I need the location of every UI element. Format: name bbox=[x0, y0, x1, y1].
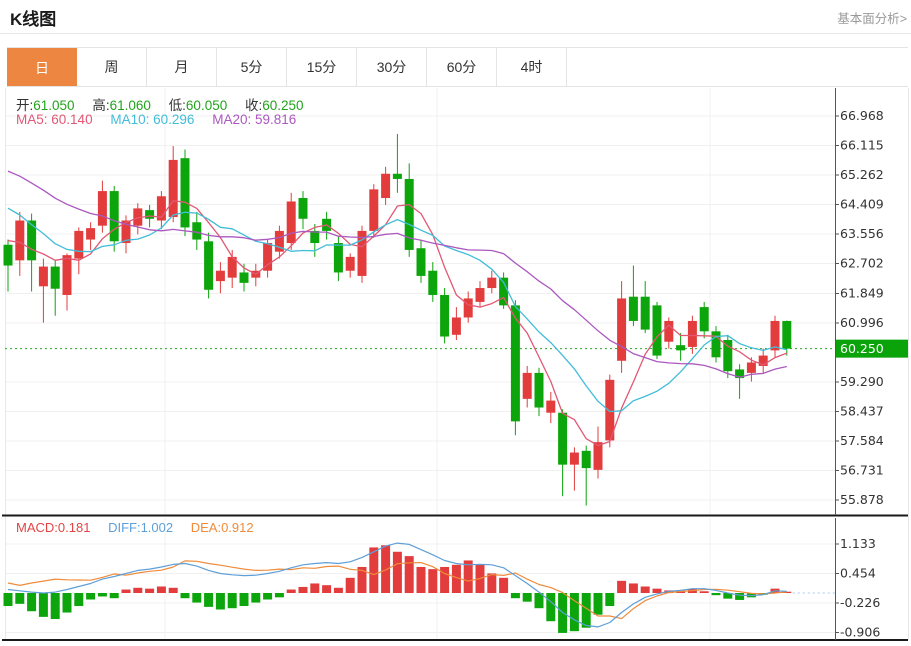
tab-month[interactable]: 月 bbox=[147, 48, 217, 86]
ma5-value: 60.140 bbox=[51, 112, 93, 127]
ma10-value: 60.296 bbox=[153, 112, 195, 127]
ma-legend: MA5: 60.140 MA10: 60.296 MA20: 59.816 bbox=[16, 112, 310, 127]
svg-text:61.849: 61.849 bbox=[840, 285, 884, 300]
diff-line bbox=[7, 542, 787, 628]
diff-value: 1.002 bbox=[140, 520, 174, 535]
high-value: 61.060 bbox=[109, 98, 151, 113]
svg-text:63.556: 63.556 bbox=[840, 226, 884, 241]
ma20-label: MA20: bbox=[212, 112, 252, 127]
dea-value: 0.912 bbox=[221, 520, 254, 535]
ma5-line bbox=[7, 200, 788, 447]
svg-text:1.133: 1.133 bbox=[840, 536, 876, 551]
dea-line bbox=[7, 560, 787, 620]
header-divider bbox=[0, 33, 911, 34]
panel-frames bbox=[2, 88, 908, 641]
svg-text:56.731: 56.731 bbox=[840, 463, 884, 478]
high-label: 高: bbox=[92, 98, 110, 113]
svg-text:-0.226: -0.226 bbox=[840, 595, 880, 610]
current-price-badge: 60.250 bbox=[836, 339, 908, 358]
dea-label: DEA: bbox=[190, 520, 222, 535]
tab-day[interactable]: 日 bbox=[7, 48, 77, 86]
tab-15min[interactable]: 15分 bbox=[287, 48, 357, 86]
macd-value: 0.181 bbox=[57, 520, 91, 535]
tab-30min[interactable]: 30分 bbox=[357, 48, 427, 86]
low-label: 低: bbox=[168, 98, 186, 113]
svg-text:66.968: 66.968 bbox=[840, 108, 884, 123]
svg-text:59.290: 59.290 bbox=[840, 374, 884, 389]
svg-text:-0.906: -0.906 bbox=[840, 624, 880, 639]
open-value: 61.050 bbox=[33, 98, 75, 113]
svg-text:64.409: 64.409 bbox=[840, 197, 884, 212]
svg-text:65.262: 65.262 bbox=[840, 167, 884, 182]
tab-5min[interactable]: 5分 bbox=[217, 48, 287, 86]
svg-text:57.584: 57.584 bbox=[840, 433, 884, 448]
svg-text:0.454: 0.454 bbox=[840, 565, 876, 580]
period-tabbar: 日 周 月 5分 15分 30分 60分 4时 bbox=[7, 47, 908, 87]
svg-text:58.437: 58.437 bbox=[840, 403, 884, 418]
macd-histogram bbox=[3, 545, 792, 633]
ma20-line bbox=[7, 170, 787, 378]
ma5-label: MA5: bbox=[16, 112, 48, 127]
diff-label: DIFF: bbox=[108, 520, 141, 535]
close-value: 60.250 bbox=[262, 98, 304, 113]
gridlines bbox=[5, 88, 909, 640]
y-axis-labels: 66.968 66.115 65.262 64.409 63.556 62.702 61.8… bbox=[835, 108, 884, 639]
svg-text:66.115: 66.115 bbox=[840, 138, 884, 153]
low-value: 60.050 bbox=[185, 98, 228, 113]
tab-60min[interactable]: 60分 bbox=[427, 48, 497, 86]
svg-text:60.996: 60.996 bbox=[840, 315, 884, 330]
svg-text:55.878: 55.878 bbox=[840, 492, 884, 507]
svg-text:60.250: 60.250 bbox=[840, 341, 884, 356]
macd-legend: MACD:0.181 DIFF:1.002 DEA:0.912 bbox=[16, 520, 268, 535]
fundamental-analysis-link[interactable]: 基本面分析> bbox=[837, 12, 907, 26]
tab-week[interactable]: 周 bbox=[77, 48, 147, 86]
close-label: 收: bbox=[244, 98, 263, 113]
page-title: K线图 bbox=[10, 10, 57, 29]
svg-text:62.702: 62.702 bbox=[840, 256, 884, 271]
ma10-line bbox=[7, 207, 787, 413]
ohlc-legend: 开:61.050 高:61.060 低:60.050 收:60.250 bbox=[16, 94, 318, 114]
tab-4hour[interactable]: 4时 bbox=[497, 48, 567, 86]
ma10-label: MA10: bbox=[110, 112, 150, 127]
candles-group bbox=[3, 133, 792, 506]
macd-label: MACD: bbox=[16, 520, 58, 535]
open-label: 开: bbox=[16, 98, 34, 113]
ma20-value: 59.816 bbox=[255, 112, 297, 127]
